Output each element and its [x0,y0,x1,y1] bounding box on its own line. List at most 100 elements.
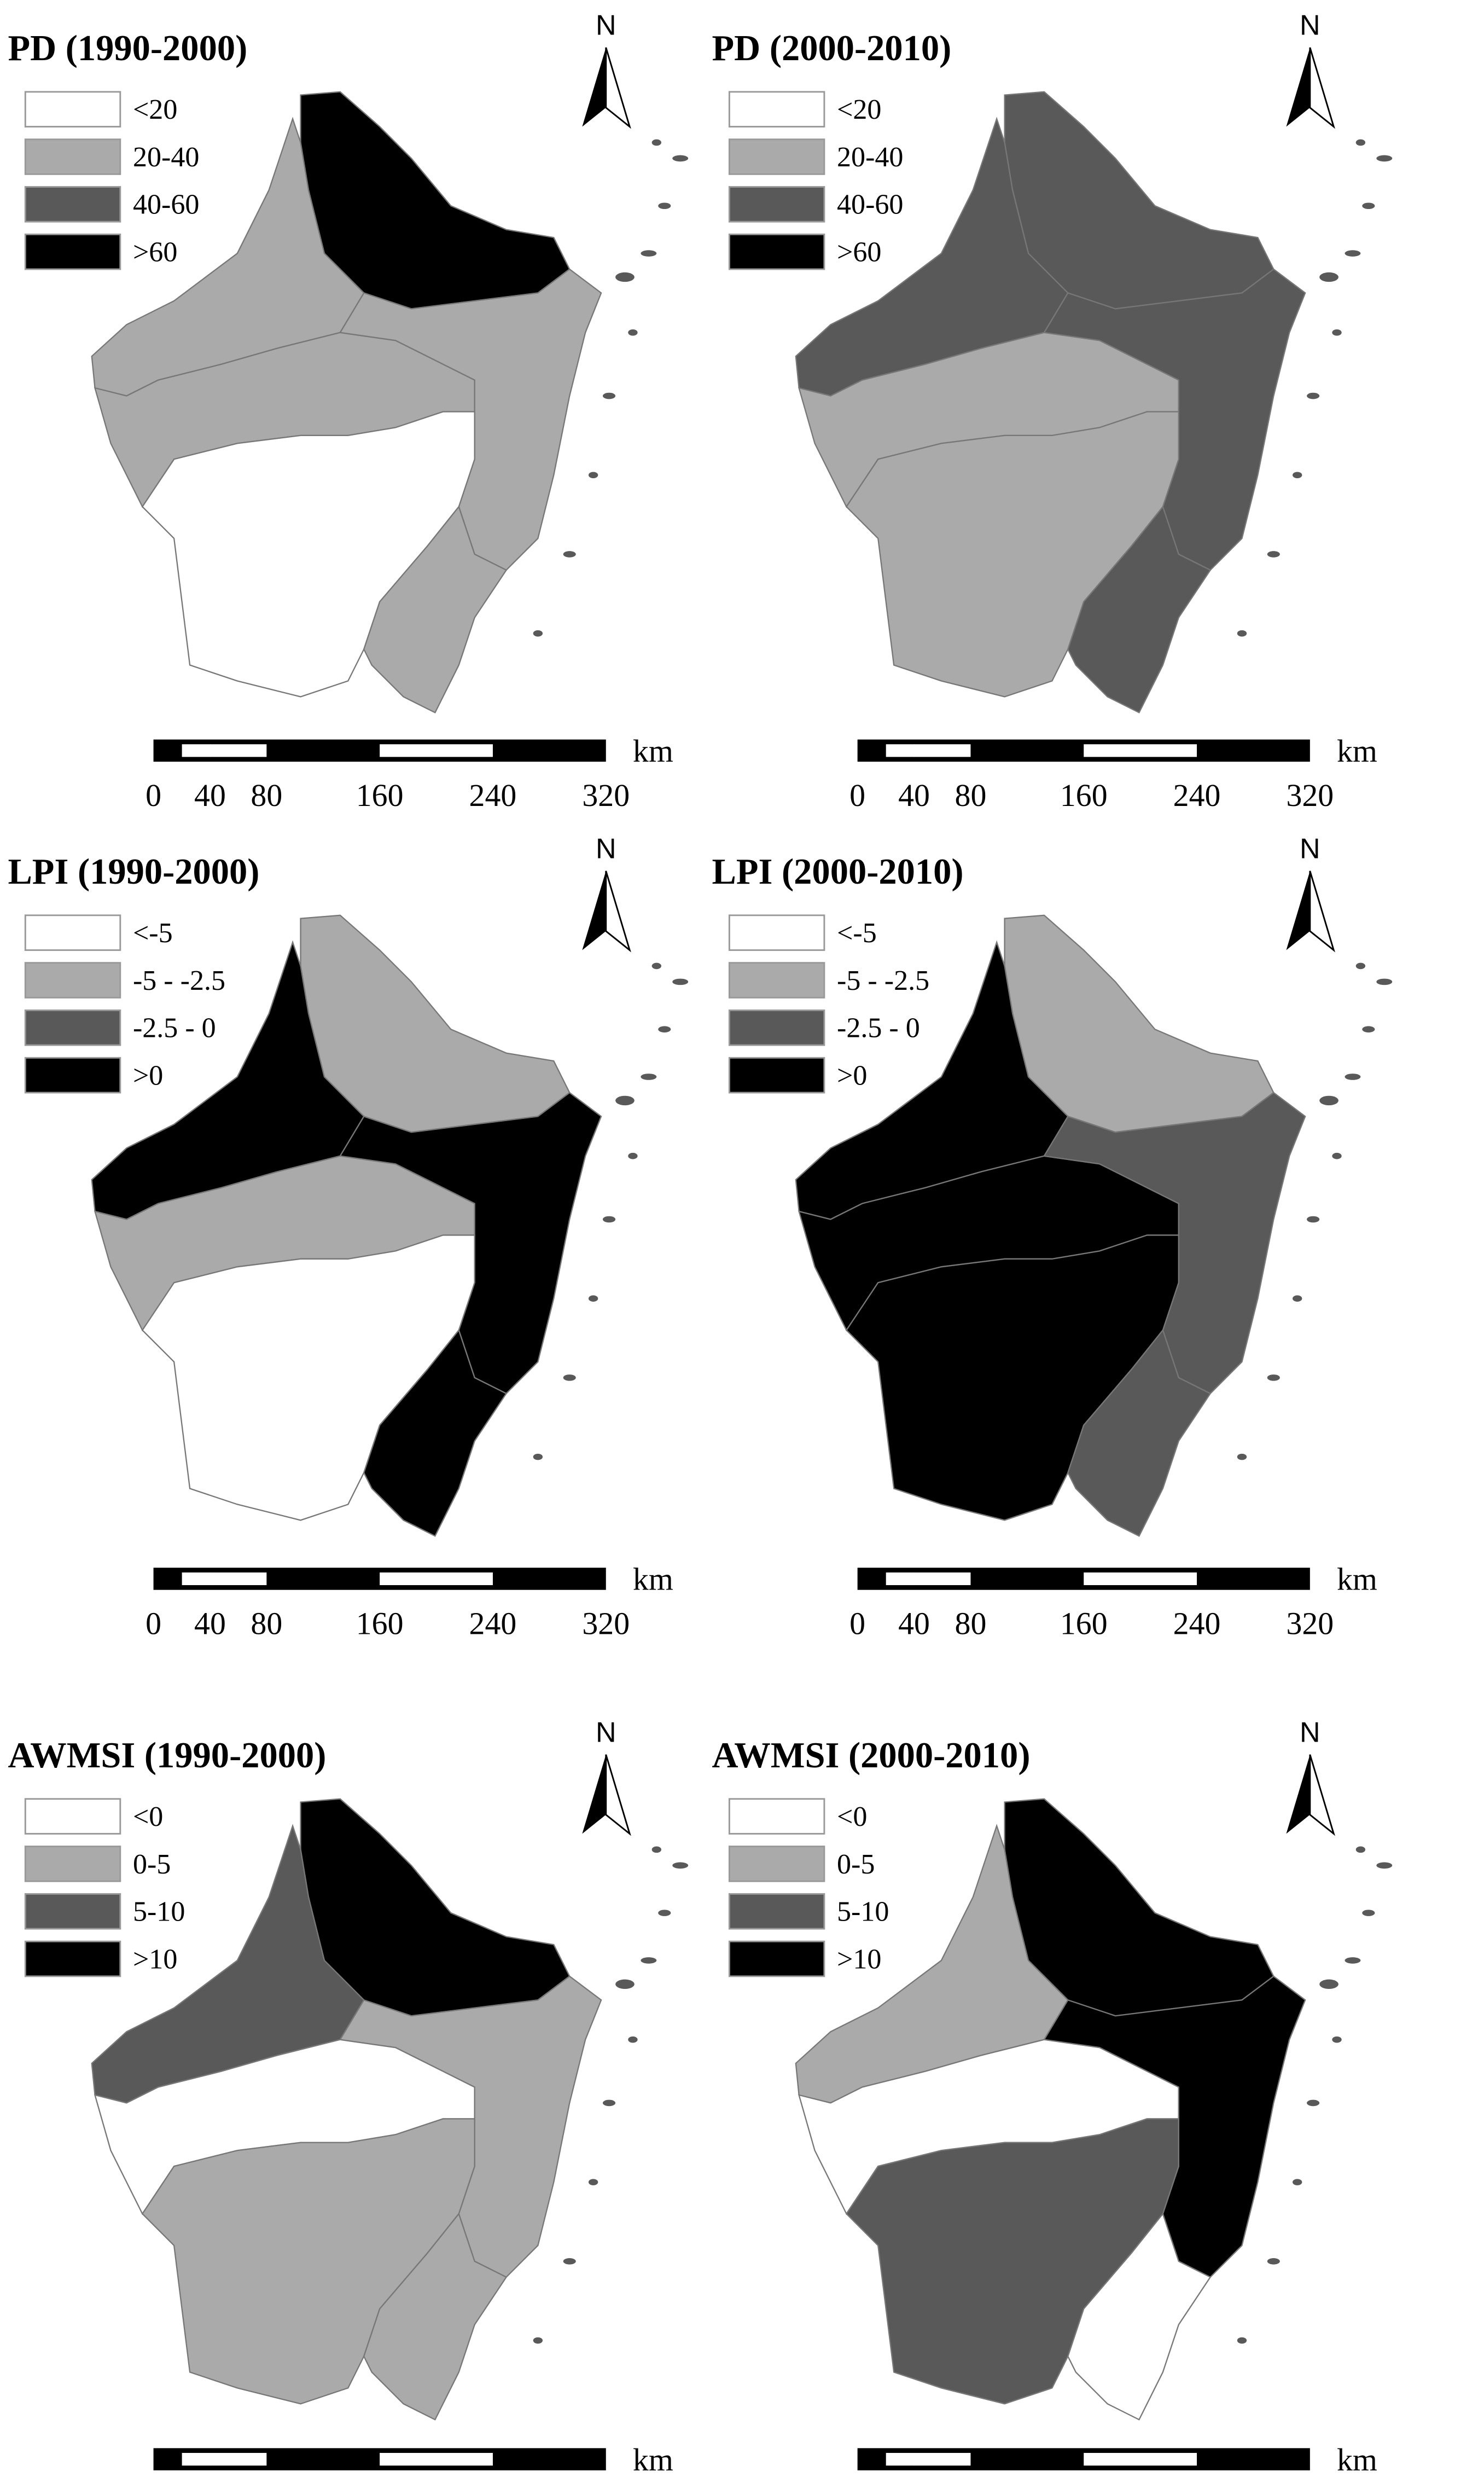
island [1362,1910,1375,1916]
legend-label: 20-40 [837,142,903,173]
region [1067,2212,1212,2421]
panel-title: LPI (2000-2010) [712,852,964,892]
island [672,978,689,985]
island [1332,1152,1342,1159]
island [651,962,661,970]
island [602,392,616,399]
legend-label: 40-60 [837,189,903,221]
map-panel: PD (1990-2000) <20 20-40 40-60 >60 N 0 40 80 160 2… [8,10,689,813]
legend-label: >60 [133,237,177,268]
legend-label: 40-60 [133,189,199,221]
legend-swatch [728,91,825,127]
island [1355,139,1366,146]
legend-label: <-5 [837,918,877,949]
scale-bar-segment [914,1572,971,1586]
island [641,250,657,257]
map-panel: LPI (1990-2000) <-5 -5 - -2.5 -2.5 - 0 >0 N 0 4… [8,833,689,1641]
island [1293,2179,1302,2185]
region [1067,505,1212,713]
island [533,2337,543,2344]
region [1067,1328,1212,1537]
region [1043,1975,1306,2278]
map-panel: AWMSI (1990-2000)<00-55-10>10N0408016024… [8,1717,689,2478]
region [363,1328,508,1537]
legend-label: 5-10 [133,1896,185,1928]
scale-bar-segment [1084,744,1197,757]
scale-label: 240 [469,778,517,813]
scale-label: 320 [1286,1606,1334,1641]
scale-label: 240 [469,1606,517,1641]
island [1319,1095,1338,1106]
map-panel: PD (2000-2010) <20 20-40 40-60 >60 N 0 40 80 160 2… [712,10,1393,813]
island [1376,1862,1393,1869]
scale-bar-segment [1084,1572,1197,1586]
island [533,630,543,637]
scale-bar-segment [182,1572,211,1586]
legend-label: >60 [837,237,881,268]
legend-label: <20 [133,94,177,125]
island [651,1846,661,1853]
north-arrow [1286,1754,1310,1834]
north-arrow [582,47,606,127]
island [1293,472,1302,479]
scale-label: 0 [849,778,865,813]
region [1043,268,1306,571]
region [363,505,508,713]
legend-label: 0-5 [837,1849,875,1880]
island [588,2179,598,2185]
region [339,268,602,571]
region [339,1975,602,2278]
panel-title: AWMSI (1990-2000) [8,1736,326,1776]
scale-bar-segment [1084,2453,1197,2466]
scale-label: 80 [955,778,987,813]
island [602,1216,616,1223]
island [1376,978,1393,985]
scale-bar-segment [380,744,493,757]
legend-label: -5 - -2.5 [837,965,929,996]
scale-label: 0 [849,1606,865,1641]
island [628,329,638,336]
legend-swatch [728,233,825,270]
north-arrow [605,47,631,129]
scale-unit: km [1337,1562,1377,1597]
map-panel: LPI (2000-2010) <-5 -5 - -2.5 -2.5 - 0 >0 N 0 4… [712,833,1393,1641]
legend-swatch [24,1010,121,1046]
scale-bar-segment [182,2453,211,2466]
north-arrow [582,1754,606,1834]
legend-label: >10 [837,1944,881,1975]
scale-label: 80 [251,1606,282,1641]
scale-label: 160 [1060,778,1108,813]
legend-label: <20 [837,94,881,125]
north-label: N [596,833,616,865]
legend-swatch [24,1846,121,1882]
region [1043,1092,1306,1395]
panel-title: PD (1990-2000) [8,28,247,68]
scale-label: 40 [898,778,930,813]
scale-label: 320 [1286,778,1334,813]
legend-label: >10 [133,1944,177,1975]
scale-label: 160 [356,1606,404,1641]
island [658,1026,671,1032]
island [1307,2099,1320,2107]
scale-label: 160 [356,778,404,813]
scale-unit: km [633,2442,673,2478]
legend-swatch [728,1798,825,1835]
scale-bar-segment [380,1572,493,1586]
legend-swatch [728,962,825,999]
scale-bar-segment [182,744,211,757]
island [533,1453,543,1460]
island [1237,1453,1247,1460]
legend-swatch [24,1893,121,1930]
island [1237,2337,1247,2344]
legend-swatch [24,91,121,127]
island [672,1862,689,1869]
legend-label: -2.5 - 0 [133,1013,216,1044]
island [1376,155,1393,162]
island [1345,1074,1361,1080]
island [615,272,635,282]
legend-swatch [24,1798,121,1835]
panel-title: LPI (1990-2000) [8,852,259,892]
island [1319,272,1338,282]
